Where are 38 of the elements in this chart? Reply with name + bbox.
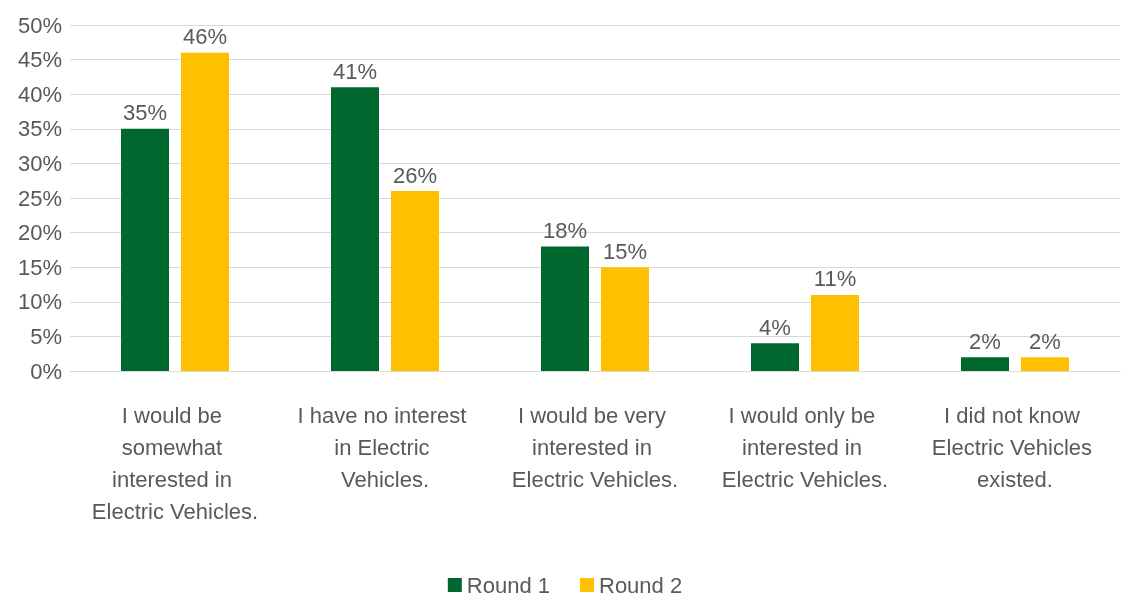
y-tick-label: 25% [17, 185, 62, 211]
y-tick-label: 40% [17, 81, 62, 107]
y-tick-label: 45% [17, 47, 62, 73]
legend-label: Round 1 [466, 572, 551, 598]
data-label: 41% [332, 58, 378, 84]
y-tick-label: 30% [17, 150, 62, 176]
y-tick-label: 0% [30, 358, 62, 384]
y-tick-label: 20% [17, 220, 62, 246]
data-label: 18% [542, 217, 588, 243]
x-tick-label: I did not know Electric Vehicles existed. [931, 402, 1099, 492]
bar [811, 294, 859, 371]
data-label: 2% [969, 328, 1001, 354]
bar [541, 246, 589, 371]
bar [601, 267, 649, 371]
x-tick-label: I would only be interested in Electric Vehicles. [721, 402, 889, 492]
data-label: 46% [182, 24, 228, 50]
y-tick-label: 10% [17, 289, 62, 315]
data-label: 4% [759, 314, 791, 340]
legend-label: Round 2 [599, 572, 683, 598]
x-tick-label: I would be somewhat interested in Electric Vehicles. [91, 402, 259, 524]
y-tick-label: 35% [17, 116, 62, 142]
bar [391, 191, 439, 371]
data-label: 2% [1029, 328, 1061, 354]
bar [961, 357, 1009, 371]
data-label: 35% [122, 100, 168, 126]
y-tick-label: 5% [30, 323, 62, 349]
x-tick-label: I would be very interested in Electric Vehicles. [511, 402, 679, 492]
x-tick-label: I have no interest in Electric Vehicles. [297, 402, 473, 492]
y-tick-label: 15% [17, 254, 62, 280]
bar [751, 343, 799, 371]
bar [331, 87, 379, 371]
data-label: 15% [602, 238, 648, 264]
bar [1021, 357, 1069, 371]
data-label: 26% [392, 162, 438, 188]
data-label: 11% [813, 266, 857, 292]
bar [121, 128, 169, 371]
bar [181, 52, 229, 371]
y-tick-label: 50% [17, 12, 62, 38]
